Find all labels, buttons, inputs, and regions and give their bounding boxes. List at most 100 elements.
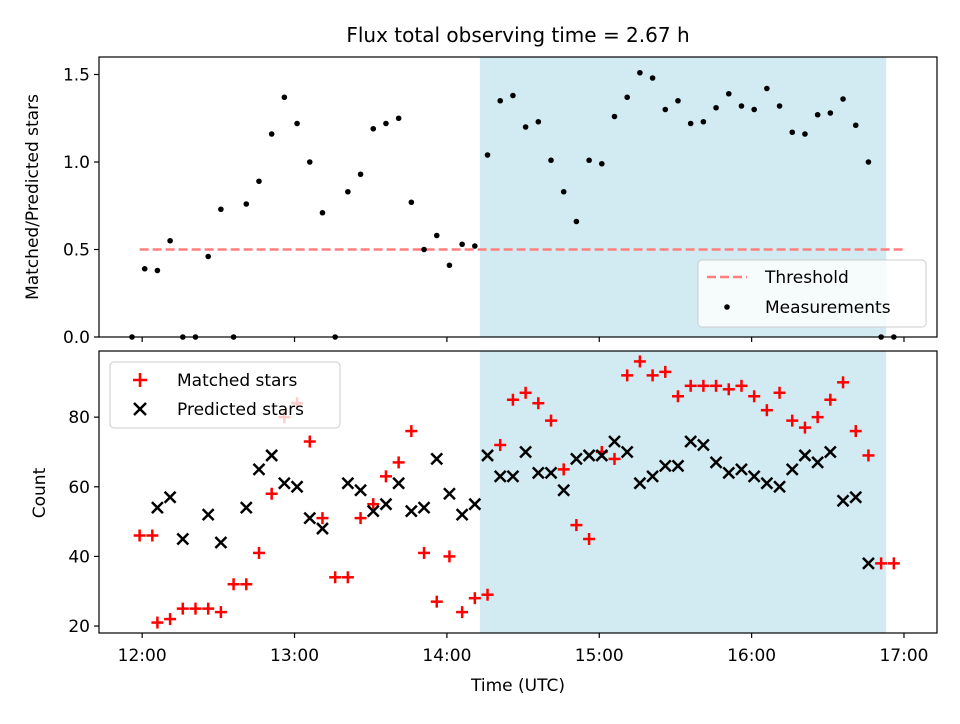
matched-star-point	[316, 512, 329, 525]
legend-matched-swatch	[133, 373, 147, 387]
top-y-axis-label: Matched/Predicted stars	[23, 94, 43, 300]
matched-star-point	[202, 602, 215, 615]
matched-star-point	[443, 550, 456, 563]
measurement-point	[624, 94, 630, 101]
predicted-star-point	[849, 490, 863, 504]
predicted-star-point	[354, 483, 367, 497]
matched-star-point	[329, 571, 342, 584]
predicted-star-point	[620, 445, 634, 459]
x-tick-label: 17:00	[879, 646, 928, 666]
predicted-star-point	[176, 532, 190, 546]
matched-star-point	[303, 435, 316, 448]
measurement-point	[205, 253, 211, 260]
matched-star-point	[227, 578, 240, 591]
matched-star-point	[214, 606, 227, 619]
predicted-star-point	[341, 476, 355, 490]
top-panel: 0.0 0.5 1.0 1.5 Matched/Predicted stars Thr…	[23, 56, 938, 348]
measurement-point	[560, 188, 567, 195]
predicted-star-point	[316, 522, 329, 535]
predicted-star-point	[735, 462, 748, 476]
predicted-star-point	[379, 497, 393, 511]
bottom-legend: Matched stars Predicted stars	[109, 361, 341, 429]
matched-star-point	[811, 411, 824, 424]
predicted-star-point	[151, 501, 164, 515]
matched-star-point	[837, 376, 850, 389]
matched-star-point	[430, 595, 443, 608]
measurement-point	[345, 188, 351, 195]
predicted-star-point	[163, 490, 177, 504]
matched-star-point	[354, 512, 367, 525]
predicted-star-point	[836, 494, 850, 508]
bottom-y-tick-label: 60	[68, 478, 90, 498]
top-legend-box	[697, 259, 927, 328]
predicted-star-point	[582, 449, 596, 462]
matched-star-point	[786, 414, 799, 427]
matched-star-point	[481, 588, 494, 601]
predicted-star-point	[595, 449, 609, 462]
legend-measurement-label: Measurements	[765, 298, 891, 318]
predicted-star-point	[404, 504, 418, 518]
matched-star-point	[862, 449, 875, 462]
measurement-point	[141, 265, 148, 272]
measurement-point	[840, 96, 846, 102]
measurement-point	[700, 118, 707, 125]
predicted-star-point	[455, 508, 469, 522]
matched-star-point	[722, 383, 735, 396]
predicted-star-point	[214, 536, 228, 549]
x-tick-label: 16:00	[727, 646, 776, 666]
predicted-star-point	[684, 435, 698, 448]
top-legend: Threshold Measurements	[697, 259, 927, 328]
measurement-point	[611, 113, 618, 120]
predicted-star-point	[570, 452, 583, 466]
measurement-point	[154, 267, 161, 274]
measurement-point	[421, 246, 427, 253]
matched-star-point	[379, 470, 392, 483]
matched-star-point	[798, 421, 811, 434]
predicted-star-point	[481, 449, 494, 462]
legend-predicted-label: Predicted stars	[177, 400, 304, 420]
predicted-star-point	[201, 508, 215, 522]
measurement-point	[751, 106, 757, 113]
matched-star-point	[151, 616, 164, 629]
x-tick-label: 12:00	[118, 646, 167, 666]
matched-star-point	[164, 613, 177, 626]
matched-star-point	[545, 414, 558, 427]
matched-star-point	[133, 529, 146, 542]
measurement-point	[446, 262, 453, 269]
measurement-point	[167, 237, 173, 244]
measurement-point	[459, 241, 465, 248]
matched-star-point	[773, 386, 786, 399]
matched-star-point	[710, 379, 723, 392]
matched-star-point	[519, 386, 532, 399]
matched-star-point	[570, 519, 583, 532]
measurement-point	[725, 90, 732, 97]
predicted-star-point	[544, 466, 558, 480]
predicted-star-point	[277, 476, 291, 490]
measurement-point	[408, 199, 415, 206]
legend-threshold-label: Threshold	[764, 268, 849, 288]
predicted-star-points	[151, 435, 875, 570]
bottom-legend-box	[109, 361, 341, 429]
matched-star-point	[760, 404, 773, 417]
matched-star-point	[735, 379, 748, 392]
measurement-point	[306, 159, 313, 165]
measurement-point	[535, 118, 542, 125]
measurement-point	[497, 97, 504, 104]
predicted-star-point	[722, 466, 736, 480]
measurement-point	[281, 94, 288, 101]
predicted-star-point	[239, 501, 253, 515]
matched-star-point	[684, 379, 697, 392]
bottom-y-tick-label: 40	[68, 547, 90, 567]
predicted-star-point	[252, 462, 266, 476]
measurement-point	[472, 243, 478, 249]
matched-star-point	[456, 606, 469, 619]
predicted-star-point	[862, 556, 875, 570]
matched-star-point	[697, 379, 710, 392]
measurement-point	[243, 201, 250, 207]
predicted-star-point	[646, 469, 659, 483]
matched-star-points	[133, 355, 900, 629]
matched-star-point	[405, 425, 418, 438]
matched-star-point	[875, 557, 888, 570]
legend-matched-label: Matched stars	[177, 371, 297, 391]
